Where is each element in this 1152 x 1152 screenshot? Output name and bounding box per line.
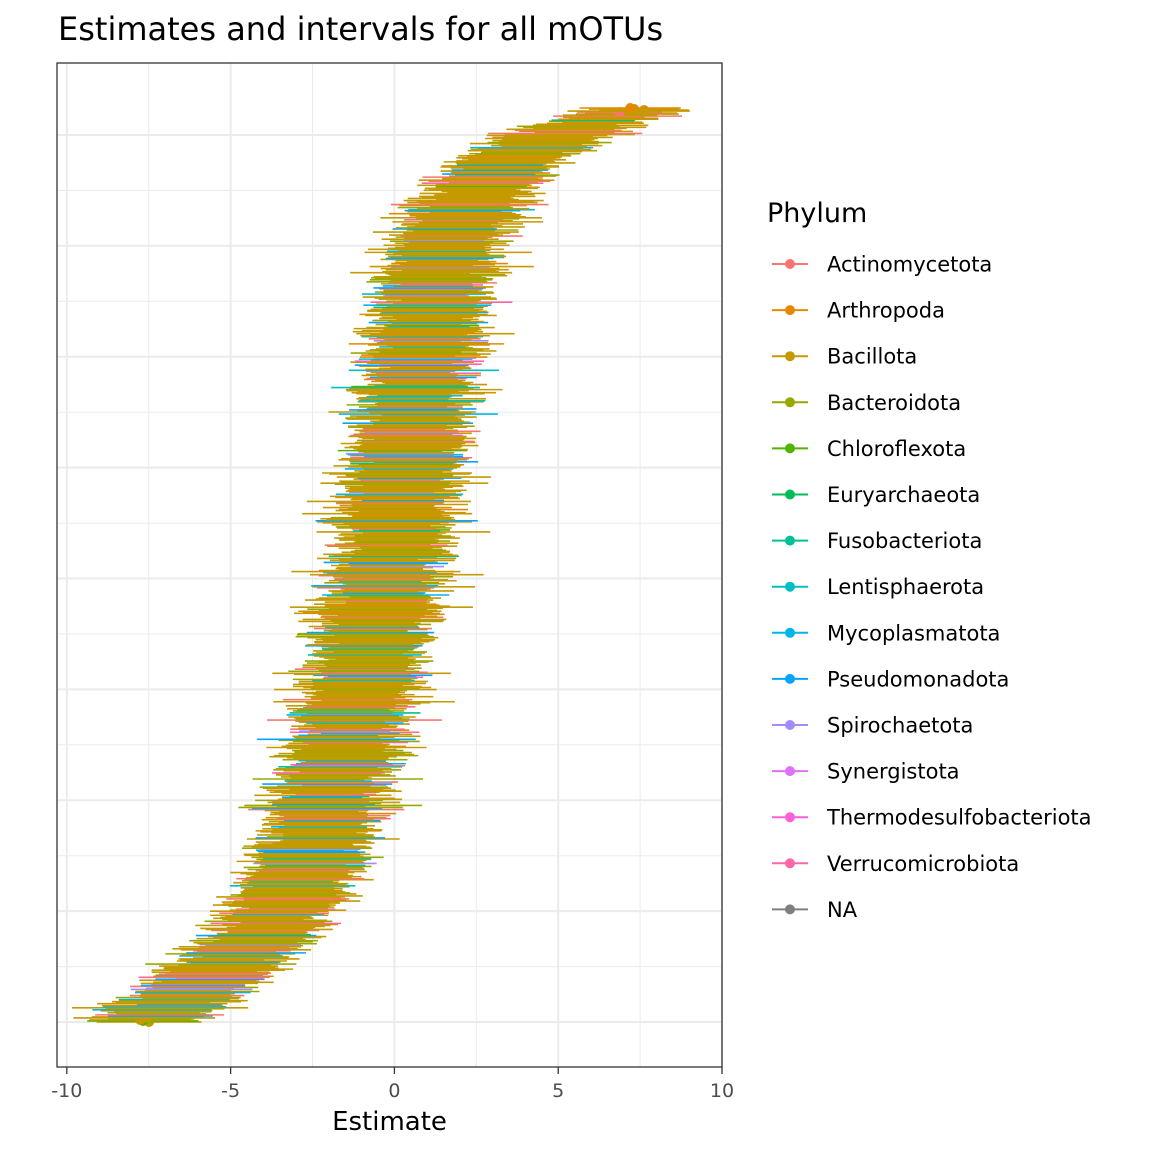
legend-item: Mycoplasmatota <box>772 621 1000 645</box>
estimate-point <box>625 103 636 113</box>
legend-item: Euryarchaeota <box>772 483 980 507</box>
legend-label: Bacillota <box>827 345 917 369</box>
legend-item: Fusobacteriota <box>772 529 982 553</box>
legend-item: Thermodesulfobacteriota <box>772 806 1092 830</box>
x-tick-label: -10 <box>51 1080 82 1102</box>
legend-key-dot <box>785 720 795 730</box>
legend-label: Arthropoda <box>827 299 945 323</box>
legend-label: Euryarchaeota <box>827 483 980 507</box>
legend-item: Bacillota <box>772 345 917 369</box>
legend-key-dot <box>785 858 795 869</box>
legend-item: Spirochaetota <box>772 714 973 738</box>
legend-label: Pseudomonadota <box>827 667 1009 691</box>
x-axis-label: Estimate <box>332 1107 447 1137</box>
legend-label: Synergistota <box>827 760 960 784</box>
legend-label: NA <box>827 898 858 922</box>
legend-label: Chloroflexota <box>827 437 966 461</box>
estimate-point <box>639 105 650 116</box>
legend-item: Bacteroidota <box>772 391 961 415</box>
legend-label: Thermodesulfobacteriota <box>826 806 1092 830</box>
legend-item: Verrucomicrobiota <box>772 852 1019 876</box>
legend-key-dot <box>785 397 795 408</box>
legend-key-dot <box>785 812 795 823</box>
chart-title: Estimates and intervals for all mOTUs <box>58 10 663 48</box>
legend-key-dot <box>785 627 795 638</box>
legend-item: Chloroflexota <box>772 437 966 461</box>
legend-item: NA <box>772 898 858 922</box>
x-tick-label: 10 <box>710 1080 734 1102</box>
legend-item: Synergistota <box>772 760 960 784</box>
legend-label: Spirochaetota <box>827 714 973 738</box>
legend-key-dot <box>785 351 795 362</box>
legend: Phylum Actinomycetota Arthropoda Bacillota… <box>767 198 1092 922</box>
legend-item: Pseudomonadota <box>772 667 1009 691</box>
legend-key-dot <box>785 489 795 500</box>
x-axis: -10 -5 0 5 10 <box>51 1067 734 1102</box>
legend-key-dot <box>785 535 795 546</box>
legend-label: Lentisphaerota <box>827 575 984 599</box>
legend-item: Arthropoda <box>772 299 945 323</box>
x-tick-label: -5 <box>221 1080 240 1102</box>
legend-key-dot <box>785 673 795 684</box>
x-tick-label: 5 <box>552 1080 564 1102</box>
legend-key-dot <box>785 443 795 454</box>
legend-key-dot <box>785 766 795 777</box>
x-tick-label: 0 <box>388 1080 400 1102</box>
legend-label: Fusobacteriota <box>827 529 982 553</box>
plot-panel-border <box>56 62 723 1068</box>
legend-label: Verrucomicrobiota <box>827 852 1019 876</box>
legend-label: Bacteroidota <box>827 391 961 415</box>
legend-key-dot <box>785 904 795 915</box>
legend-item: Lentisphaerota <box>772 575 984 599</box>
legend-item: Actinomycetota <box>772 253 992 277</box>
legend-key-dot <box>785 581 795 592</box>
legend-label: Mycoplasmatota <box>827 621 1000 645</box>
legend-label: Actinomycetota <box>827 253 992 277</box>
legend-key-dot <box>785 305 795 316</box>
legend-title: Phylum <box>767 198 867 229</box>
interval-bars <box>71 103 690 1027</box>
legend-key-dot <box>785 259 795 269</box>
